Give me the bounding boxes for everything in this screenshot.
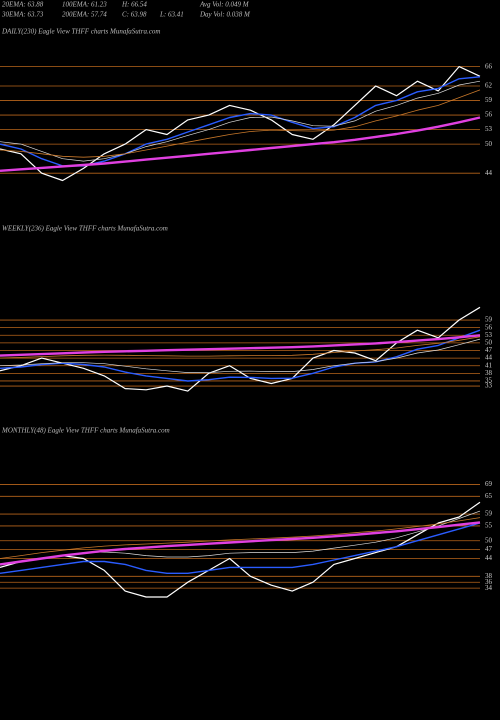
price-line (0, 338, 481, 373)
y-tick-label: 69 (485, 480, 493, 488)
y-tick-label: 65 (485, 492, 493, 500)
y-tick-label: 62 (485, 82, 493, 90)
price-line (0, 336, 481, 359)
y-tick-label: 41 (485, 361, 493, 369)
y-tick-label: 56 (485, 111, 493, 119)
price-line (0, 334, 481, 357)
panel-title: DAILY(230) Eagle View THFF charts Munafa… (1, 28, 160, 36)
y-tick-label: 44 (485, 554, 493, 562)
header-stat: Avg Vol: 0.049 M (199, 1, 250, 9)
y-tick-label: 53 (485, 331, 493, 339)
y-tick-label: 50 (485, 140, 493, 148)
y-tick-label: 59 (485, 510, 493, 518)
y-tick-label: 59 (485, 96, 493, 104)
y-tick-label: 44 (485, 354, 493, 362)
header-stat: 100EMA: 61.23 (62, 1, 107, 9)
y-tick-label: 47 (485, 545, 493, 553)
y-tick-label: 50 (485, 536, 493, 544)
y-tick-label: 35 (485, 377, 493, 385)
y-tick-label: 38 (485, 369, 493, 377)
y-tick-label: 59 (485, 316, 493, 324)
y-tick-label: 44 (485, 169, 493, 177)
y-tick-label: 55 (485, 522, 493, 530)
y-tick-label: 50 (485, 338, 493, 346)
y-tick-label: 53 (485, 125, 493, 133)
header-stat: 30EMA: 63.73 (1, 11, 44, 19)
y-tick-label: 38 (485, 572, 493, 580)
price-line (0, 116, 481, 172)
header-stat: 200EMA: 57.74 (62, 11, 107, 19)
price-line (0, 517, 481, 559)
price-line (0, 521, 481, 566)
y-tick-label: 36 (485, 578, 493, 586)
header-stat: H: 66.54 (121, 1, 147, 9)
panel-title: WEEKLY(236) Eagle View THFF charts Munaf… (2, 225, 168, 233)
panel-title: MONTHLY(48) Eagle View THFF charts Munaf… (1, 427, 170, 435)
header-stat: 20EMA: 63.88 (2, 1, 44, 9)
price-line (0, 522, 481, 574)
y-tick-label: 33 (485, 382, 493, 390)
header-stat: Day Vol: 0.038 M (199, 11, 251, 19)
price-line (0, 80, 481, 162)
header-stat: C: 63.98 (122, 11, 147, 19)
price-line (0, 89, 481, 158)
y-tick-label: 66 (485, 62, 493, 70)
price-line (0, 66, 481, 182)
y-tick-label: 34 (485, 584, 493, 592)
y-tick-label: 47 (485, 346, 493, 354)
y-tick-label: 56 (485, 323, 493, 331)
header-stat: L: 63.41 (159, 11, 184, 19)
price-line (0, 329, 481, 382)
